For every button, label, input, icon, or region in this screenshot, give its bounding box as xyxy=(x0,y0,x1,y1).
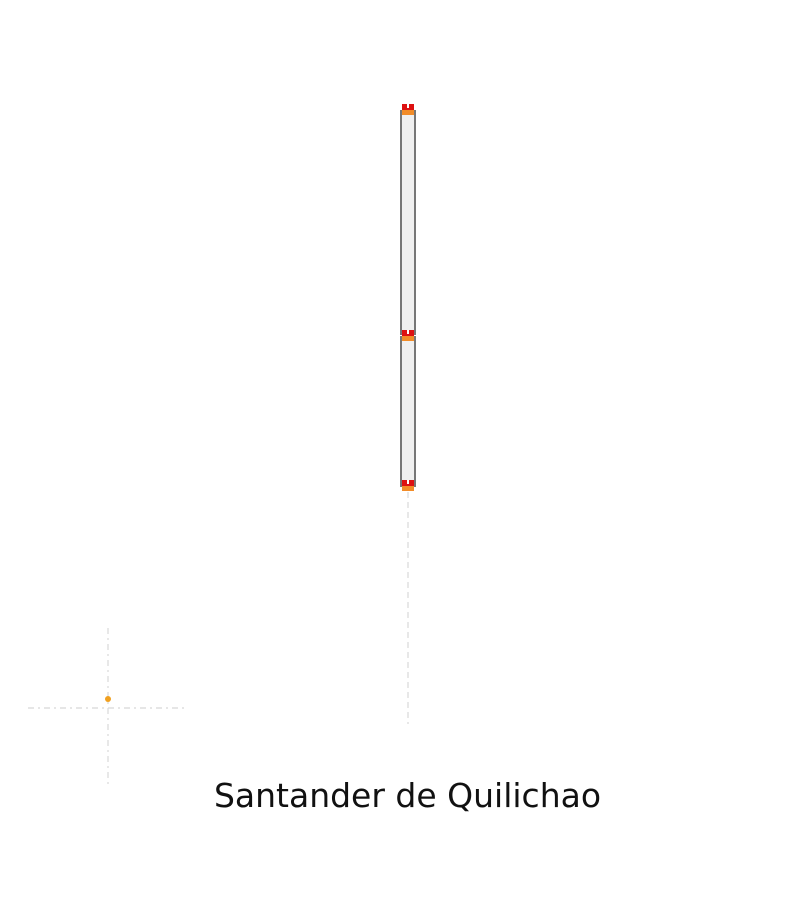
top-marker xyxy=(402,104,414,115)
middle-marker xyxy=(402,330,414,341)
bottom-marker-notch xyxy=(407,480,409,484)
bottom-marker-orange xyxy=(402,486,414,491)
small-location-marker xyxy=(105,696,111,702)
top-marker-notch xyxy=(407,104,409,108)
place-name-label: Santander de Quilichao xyxy=(213,776,602,815)
upper-vertical-bar xyxy=(400,110,416,335)
middle-marker-notch xyxy=(407,330,409,334)
top-marker-orange xyxy=(402,110,414,115)
bottom-marker xyxy=(402,480,414,491)
lower-vertical-bar xyxy=(400,336,416,487)
middle-marker-orange xyxy=(402,336,414,341)
